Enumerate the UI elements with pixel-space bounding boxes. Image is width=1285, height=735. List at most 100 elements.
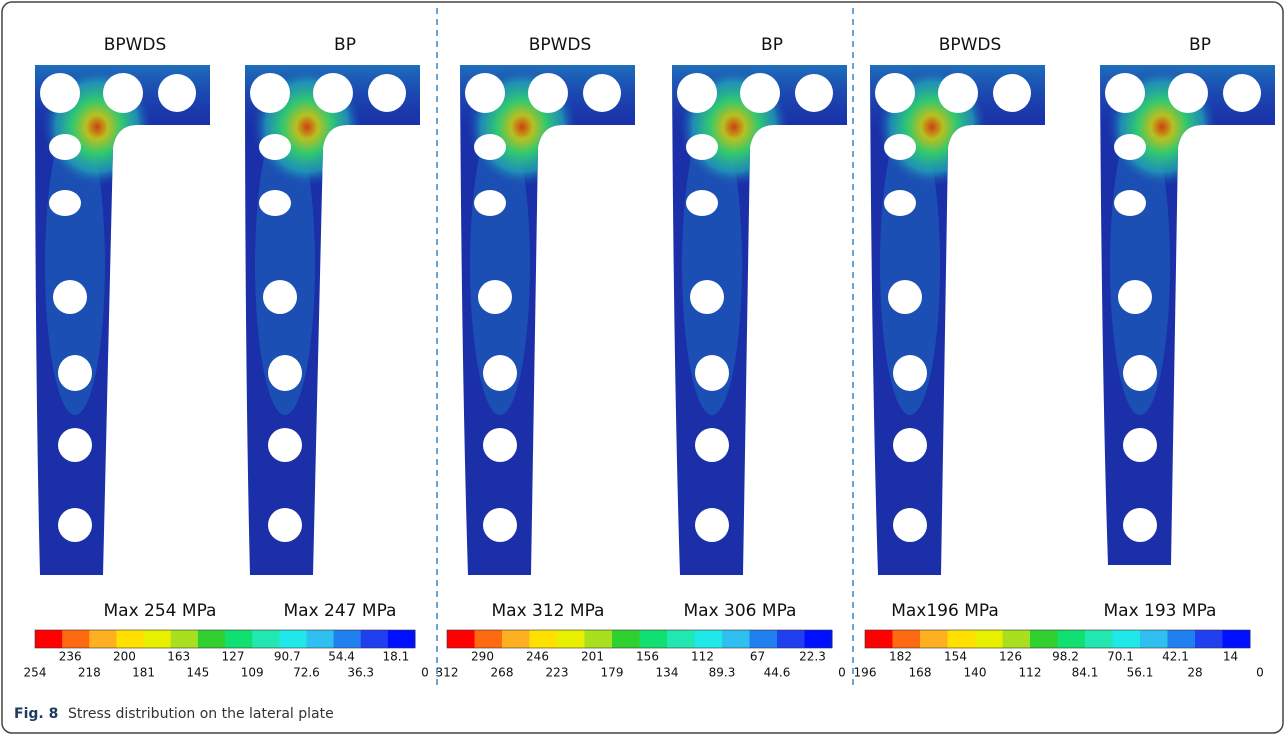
colorbar-segment (361, 630, 389, 648)
plate (870, 65, 1045, 575)
scale-label-bottom: 254 (24, 666, 47, 680)
colorbar-segment (948, 630, 976, 648)
max-stress-label: Max 306 MPa (684, 601, 797, 621)
colorbar-segment (667, 630, 695, 648)
screw-hole (478, 280, 512, 314)
screw-hole (938, 73, 978, 113)
screw-hole (993, 74, 1031, 112)
scale-label-bottom: 168 (909, 666, 932, 680)
plate (460, 65, 635, 575)
screw-hole (49, 190, 81, 216)
screw-hole (474, 134, 506, 160)
screw-hole (690, 280, 724, 314)
scale-label-bottom: 140 (964, 666, 987, 680)
screw-hole (1223, 74, 1261, 112)
colorbar-segment (975, 630, 1003, 648)
screw-hole (893, 508, 927, 542)
caption-label: Fig. 8 (14, 706, 58, 722)
plate-label: BP (761, 35, 783, 55)
scale-label-bottom: 44.6 (764, 666, 791, 680)
scale-label-bottom: 0 (838, 666, 846, 680)
colorbar-segment (1168, 630, 1196, 648)
plate (672, 65, 847, 575)
colorbar-segment (530, 630, 558, 648)
screw-hole (884, 134, 916, 160)
colorbar-segment (557, 630, 585, 648)
screw-hole (1105, 73, 1145, 113)
screw-hole (1168, 73, 1208, 113)
screw-hole (893, 428, 927, 462)
screw-hole (263, 280, 297, 314)
colorbar-segment (865, 630, 893, 648)
scale-label-bottom: 56.1 (1127, 666, 1154, 680)
screw-hole (158, 74, 196, 112)
plate-label: BPWDS (104, 35, 167, 55)
colorbar-segment (805, 630, 833, 648)
screw-hole (268, 428, 302, 462)
scale-label-bottom: 89.3 (709, 666, 736, 680)
colorbar-segment (1140, 630, 1168, 648)
screw-hole (40, 73, 80, 113)
colorbar-segment (225, 630, 253, 648)
scale-label-bottom: 36.3 (347, 666, 374, 680)
screw-hole (474, 190, 506, 216)
scale-label-top: 236 (59, 650, 82, 664)
max-stress-label: Max 312 MPa (492, 601, 605, 621)
scale-label-bottom: 112 (1019, 666, 1042, 680)
colorbar-segment (35, 630, 63, 648)
scale-label-top: 98.2 (1052, 650, 1079, 664)
screw-hole (49, 134, 81, 160)
colorbar-segment (502, 630, 530, 648)
screw-hole (103, 73, 143, 113)
max-stress-label: Max 193 MPa (1104, 601, 1217, 621)
screw-hole (795, 74, 833, 112)
max-stress-label: Max196 MPa (891, 601, 999, 621)
colorbar-segment (306, 630, 334, 648)
screw-hole (268, 355, 302, 391)
screw-hole (268, 508, 302, 542)
scale-label-bottom: 181 (132, 666, 155, 680)
scale-label-top: 54.4 (328, 650, 355, 664)
colorbar-segment (475, 630, 503, 648)
scale-label-bottom: 28 (1187, 666, 1202, 680)
scale-label-top: 290 (471, 650, 494, 664)
screw-hole (740, 73, 780, 113)
colorbar-segment (1003, 630, 1031, 648)
colorbar-segment (252, 630, 280, 648)
screw-hole (483, 508, 517, 542)
screw-hole (465, 73, 505, 113)
screw-hole (686, 134, 718, 160)
scale-label-top: 42.1 (1162, 650, 1189, 664)
screw-hole (58, 355, 92, 391)
colorbar-segment (1085, 630, 1113, 648)
colorbar-segment (279, 630, 307, 648)
screw-hole (313, 73, 353, 113)
scale-label-bottom: 145 (186, 666, 209, 680)
colorbar-segment (750, 630, 778, 648)
screw-hole (686, 190, 718, 216)
screw-hole (259, 134, 291, 160)
plate (1100, 65, 1275, 565)
screw-hole (483, 428, 517, 462)
screw-hole (1123, 355, 1157, 391)
colorbar-segment (777, 630, 805, 648)
screw-hole (888, 280, 922, 314)
plate-label: BP (334, 35, 356, 55)
scale-label-top: 18.1 (382, 650, 409, 664)
screw-hole (1123, 428, 1157, 462)
scale-label-top: 14 (1223, 650, 1238, 664)
scale-label-bottom: 0 (1256, 666, 1264, 680)
scale-label-bottom: 84.1 (1072, 666, 1099, 680)
screw-hole (583, 74, 621, 112)
colorbar-segment (1058, 630, 1086, 648)
colorbar-segment (585, 630, 613, 648)
colorbar-segment (612, 630, 640, 648)
colorbar-segment (1113, 630, 1141, 648)
scale-label-top: 154 (944, 650, 967, 664)
scale-label-top: 90.7 (274, 650, 301, 664)
plate-label: BP (1189, 35, 1211, 55)
scale-label-bottom: 0 (421, 666, 429, 680)
screw-hole (528, 73, 568, 113)
screw-hole (884, 190, 916, 216)
plate-label: BPWDS (529, 35, 592, 55)
